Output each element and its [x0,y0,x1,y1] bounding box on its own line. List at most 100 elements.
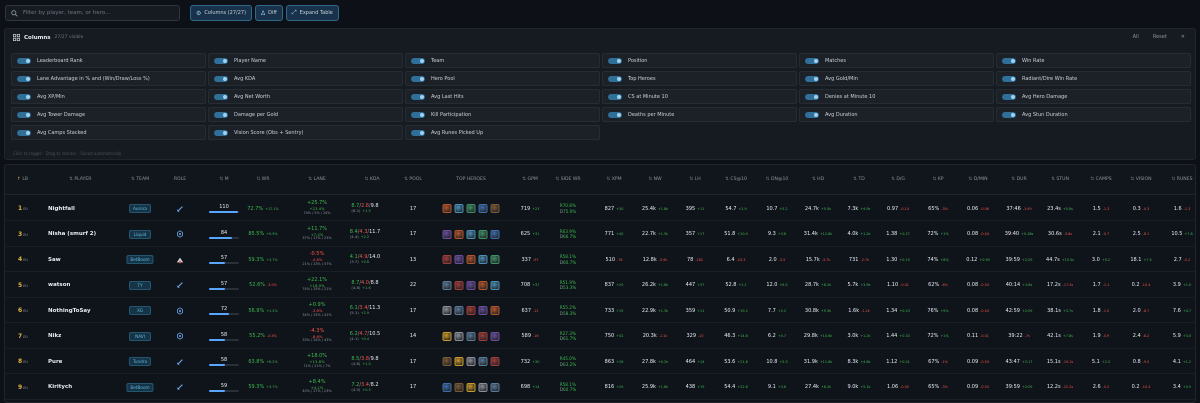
table-row[interactable]: 9EU Kiritych BetBoom 59 59.3% +3.7% +8.4% +4.1%… [5,375,1195,400]
column-header-wr[interactable]: ⇅ WR [256,177,269,182]
column-header-dur[interactable]: ⇅ DUR [1011,177,1026,182]
toggle-switch[interactable] [214,93,228,100]
hero-portrait-icon[interactable] [454,280,464,290]
toggle-switch[interactable] [1002,111,1016,118]
column-header-side_wr[interactable]: ⇅ SIDE WR [555,177,580,182]
toggle-switch[interactable] [1002,57,1016,64]
toggle-switch[interactable] [214,57,228,64]
hero-portrait-icon[interactable] [490,331,500,341]
column-header-lb[interactable]: ↑ LB [17,177,28,182]
hero-portrait-icon[interactable] [454,357,464,366]
column-header-pool[interactable]: ⇅ POOL [404,177,422,182]
team-badge[interactable]: BetBoom [126,255,154,264]
toggle-switch[interactable] [608,93,622,100]
hero-portrait-icon[interactable] [454,204,464,213]
columns-button[interactable]: ⚙ Columns (27/27) [190,5,253,21]
table-row[interactable]: 7EU Nikz NAVI 58 55.2% -0.4% -4.3% -8.6% 33% / 2… [5,324,1195,349]
hero-portrait-icon[interactable] [490,229,500,239]
hero-portrait-icon[interactable] [478,331,488,341]
toggle-switch[interactable] [608,57,622,64]
column-header-lh[interactable]: ⇅ LH [689,177,700,182]
table-row[interactable]: 1EU Nightfall Aurora 110 72.7% +17.1% +25.7% +2… [5,196,1195,221]
player-name[interactable]: watson [48,282,71,288]
toggle-switch[interactable] [1002,75,1016,82]
column-header-hd[interactable]: ⇅ HD [812,177,824,182]
hero-portrait-icon[interactable] [466,382,476,392]
column-header-player[interactable]: ⇅ PLAYER [69,177,91,182]
hero-portrait-icon[interactable] [490,255,500,264]
toggle-switch[interactable] [805,93,819,100]
hero-portrait-icon[interactable] [466,306,476,315]
toggle-switch[interactable] [411,75,425,82]
team-badge[interactable]: BetBoom [126,382,154,392]
hero-portrait-icon[interactable] [478,280,488,290]
column-toggle[interactable]: Damage per Gold [208,107,403,122]
hero-portrait-icon[interactable] [478,204,488,213]
column-header-dn10[interactable]: ⇅ DN@10 [766,177,789,182]
hero-portrait-icon[interactable] [454,255,464,264]
column-header-m[interactable]: ⇅ M [219,177,228,182]
table-row[interactable]: 5EU watson TY 57 52.6% -3.0% +22.1% +18.9% 74% /… [5,273,1195,298]
column-header-dg[interactable]: ⇅ D/G [891,177,905,182]
hero-portrait-icon[interactable] [466,331,476,341]
team-badge[interactable]: Tundra [128,357,152,366]
column-header-stun[interactable]: ⇅ STUN [1051,177,1069,182]
hero-portrait-icon[interactable] [466,255,476,264]
hero-portrait-icon[interactable] [442,357,452,366]
player-name[interactable]: Nisha (smurf 2) [48,231,97,237]
hero-portrait-icon[interactable] [442,229,452,239]
hero-portrait-icon[interactable] [454,331,464,341]
toggle-switch[interactable] [17,75,31,82]
hero-portrait-icon[interactable] [454,229,464,239]
toggle-switch[interactable] [214,111,228,118]
table-row[interactable]: 6EU NothingToSay XG 72 56.9% +1.2% +0.9% -3.8% 3… [5,298,1195,323]
hero-portrait-icon[interactable] [454,382,464,392]
toggle-switch[interactable] [214,129,228,136]
column-header-kda[interactable]: ⇅ KDA [365,177,380,182]
team-badge[interactable]: XG [129,306,151,315]
hero-portrait-icon[interactable] [466,229,476,239]
hero-portrait-icon[interactable] [442,331,452,341]
toggle-switch[interactable] [608,75,622,82]
hero-portrait-icon[interactable] [490,382,500,392]
team-badge[interactable]: Liquid [129,229,151,239]
column-toggle[interactable]: Avg Hero Damage [996,89,1191,104]
hero-portrait-icon[interactable] [442,255,452,264]
table-row[interactable]: 4EU Saw BetBoom 57 59.3% +3.7% -0.5% -4.8% 21% /… [5,247,1195,272]
player-cell[interactable]: watson [48,273,70,298]
column-header-vision[interactable]: ⇅ VISION [1130,177,1151,182]
toggle-switch[interactable] [608,111,622,118]
toggle-switch[interactable] [1002,93,1016,100]
player-cell[interactable]: Nikz [48,324,61,349]
column-toggle[interactable]: Avg Last Hits [405,89,600,104]
column-toggle[interactable]: CS at Minute 10 [602,89,797,104]
column-toggle[interactable]: Radiant/Dire Win Rate [996,71,1191,86]
hero-portrait-icon[interactable] [490,306,500,315]
hero-portrait-icon[interactable] [478,229,488,239]
column-header-camps[interactable]: ⇅ CAMPS [1090,177,1111,182]
player-name[interactable]: Nightfall [48,205,75,212]
toggle-switch[interactable] [805,57,819,64]
hero-portrait-icon[interactable] [490,357,500,366]
hero-portrait-icon[interactable] [490,280,500,290]
toggle-switch[interactable] [214,75,228,82]
table-row[interactable]: 8EU Pure Tundra 58 63.8% +8.2% +18.0% +13.8% 71%… [5,349,1195,374]
column-toggle[interactable]: Avg KDA [208,71,403,86]
team-badge[interactable]: NAVI [129,331,151,341]
player-cell[interactable]: NothingToSay [48,298,91,323]
team-badge[interactable]: TY [129,280,151,290]
hero-portrait-icon[interactable] [442,280,452,290]
column-toggle[interactable]: Matches [799,53,994,68]
player-name[interactable]: Kiritych [48,384,73,390]
column-toggle[interactable]: Avg Stun Duration [996,107,1191,122]
column-toggle[interactable]: Kill Participation [405,107,600,122]
column-toggle[interactable]: Deaths per Minute [602,107,797,122]
column-header-cs10[interactable]: ⇅ CS@10 [725,177,747,182]
player-name[interactable]: NothingToSay [48,307,91,314]
column-toggle[interactable]: Player Name [208,53,403,68]
column-toggle[interactable]: Avg Camps Stacked [11,125,206,140]
hero-portrait-icon[interactable] [466,204,476,213]
reset-button[interactable]: Reset [1152,34,1167,40]
toggle-switch[interactable] [17,93,31,100]
team-badge[interactable]: Aurora [129,204,151,213]
